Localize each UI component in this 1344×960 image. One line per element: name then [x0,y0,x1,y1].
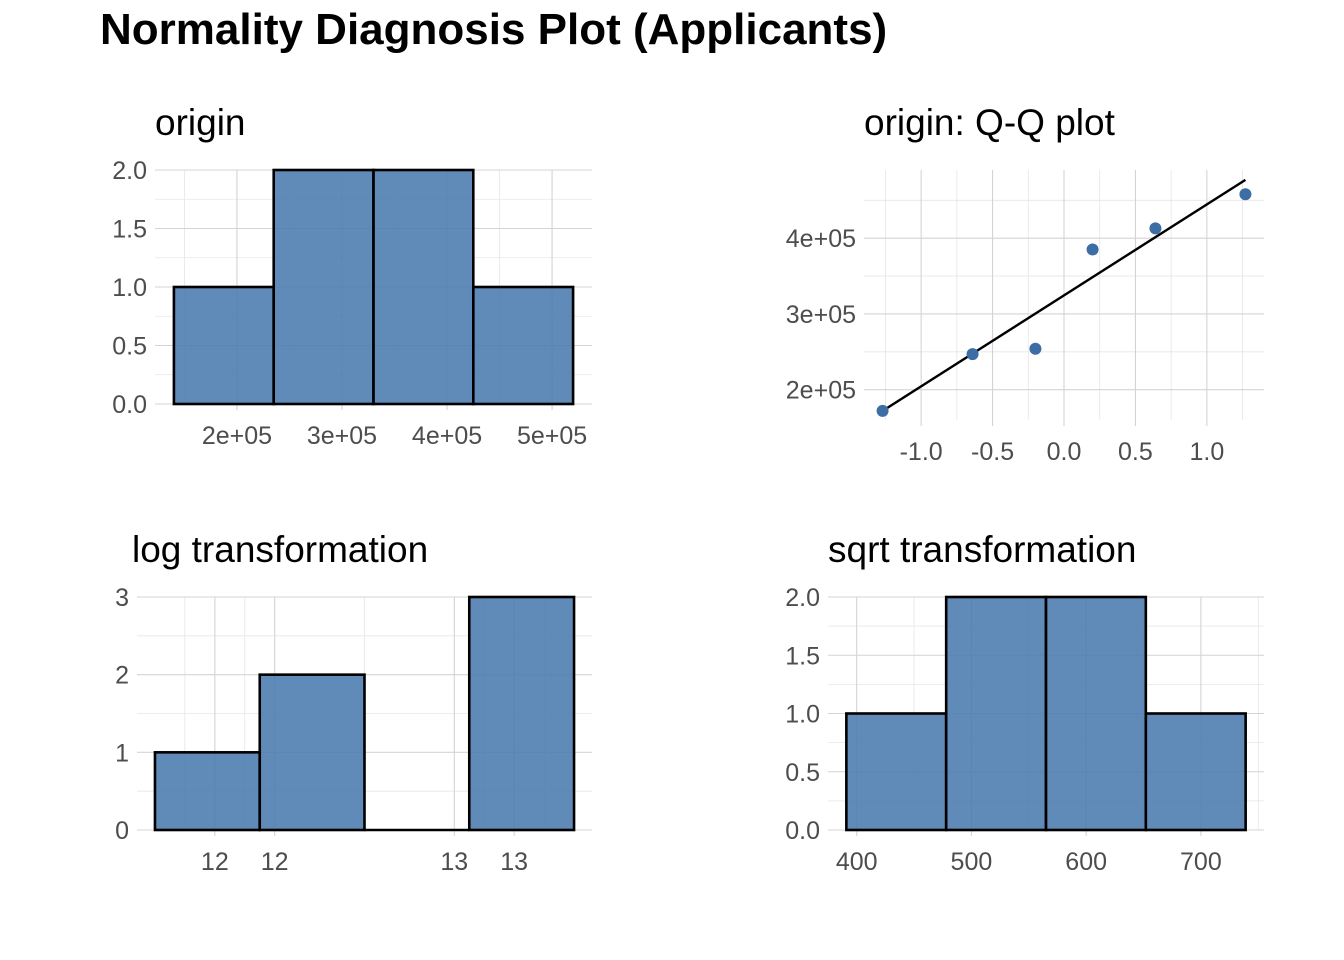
panel-qq-plot: origin: Q-Q plot -1.0 -0.5 0.0 0.5 1.0 2e+05 3… [786,102,1264,466]
histogram-bar [258,673,366,832]
y-tick-label: 0.0 [785,817,820,845]
histogram-bar [372,168,475,406]
ticks: 2e+05 3e+05 4e+05 5e+05 0.0 0.5 1.0 1.5 2.0 [112,157,587,450]
qq-point [1149,222,1162,235]
grid [864,170,1264,426]
panel-title: sqrt transformation [828,529,1136,570]
y-tick-label: 2.0 [112,157,147,185]
qq-point [876,404,889,417]
x-tick-label: 3e+05 [307,422,377,450]
x-tick-label: 1.0 [1189,438,1224,466]
y-tick-label: 0.5 [112,333,147,361]
panel-sqrt-histogram: sqrt transformation 400 500 600 700 0.0 0.5 1.… [785,529,1264,876]
histogram-bar [172,285,276,406]
y-tick-label: 4e+05 [786,225,856,253]
qq-point [1086,243,1099,256]
y-tick-label: 2e+05 [786,377,856,405]
y-tick-label: 0.0 [112,391,147,419]
x-tick-label: 13 [440,848,468,876]
x-tick-label: 500 [951,848,993,876]
y-tick-label: 2 [115,662,129,690]
histogram-bar [1144,712,1247,832]
x-tick-label: 600 [1065,848,1107,876]
x-tick-label: 0.0 [1047,438,1082,466]
panel-title: origin [155,102,246,143]
x-tick-label: 700 [1180,848,1222,876]
x-tick-label: 4e+05 [412,422,482,450]
y-tick-label: 2.0 [785,584,820,612]
histogram-bar [467,595,576,832]
panel-title: log transformation [132,529,428,570]
histogram-bar [1044,595,1148,832]
panel-title: origin: Q-Q plot [864,102,1116,143]
y-tick-label: 0.5 [785,759,820,787]
histogram-bar [944,595,1048,832]
marks [845,595,1247,832]
x-tick-label: 12 [201,848,229,876]
x-tick-label: 12 [261,848,289,876]
x-tick-label: 2e+05 [202,422,272,450]
marks [153,595,576,832]
histogram-bar [471,285,575,406]
panel-origin-histogram: origin 2e+05 3e+05 4e+05 5e+050.00.51.01.52… [112,102,592,450]
marks [172,168,575,406]
y-tick-label: 3e+05 [786,301,856,329]
y-tick-label: 1.0 [785,701,820,729]
x-tick-label: 5e+05 [517,422,587,450]
y-tick-label: 1.5 [785,642,820,670]
histogram-bar [272,168,375,406]
qq-reference-line [881,178,1247,412]
x-tick-label: 400 [836,848,878,876]
x-tick-label: -1.0 [900,438,943,466]
x-tick-label: -0.5 [971,438,1014,466]
qq-point [1029,342,1042,355]
histogram-bar [845,712,948,832]
y-tick-label: 0 [115,817,129,845]
marks [876,178,1252,417]
x-tick-label: 0.5 [1118,438,1153,466]
ticks: -1.0 -0.5 0.0 0.5 1.0 2e+05 3e+05 4e+05 [786,225,1224,466]
histogram-bar [153,751,262,832]
ticks: 400 500 600 700 0.0 0.5 1.0 1.5 2.0 [785,584,1222,876]
y-tick-label: 1 [115,739,129,767]
figure-title: Normality Diagnosis Plot (Applicants) [100,5,887,54]
qq-point [1239,188,1252,201]
y-tick-label: 3 [115,584,129,612]
y-tick-label: 1.5 [112,216,147,244]
y-tick-label: 1.0 [112,274,147,302]
x-tick-label: 13 [500,848,528,876]
qq-point [966,348,979,361]
